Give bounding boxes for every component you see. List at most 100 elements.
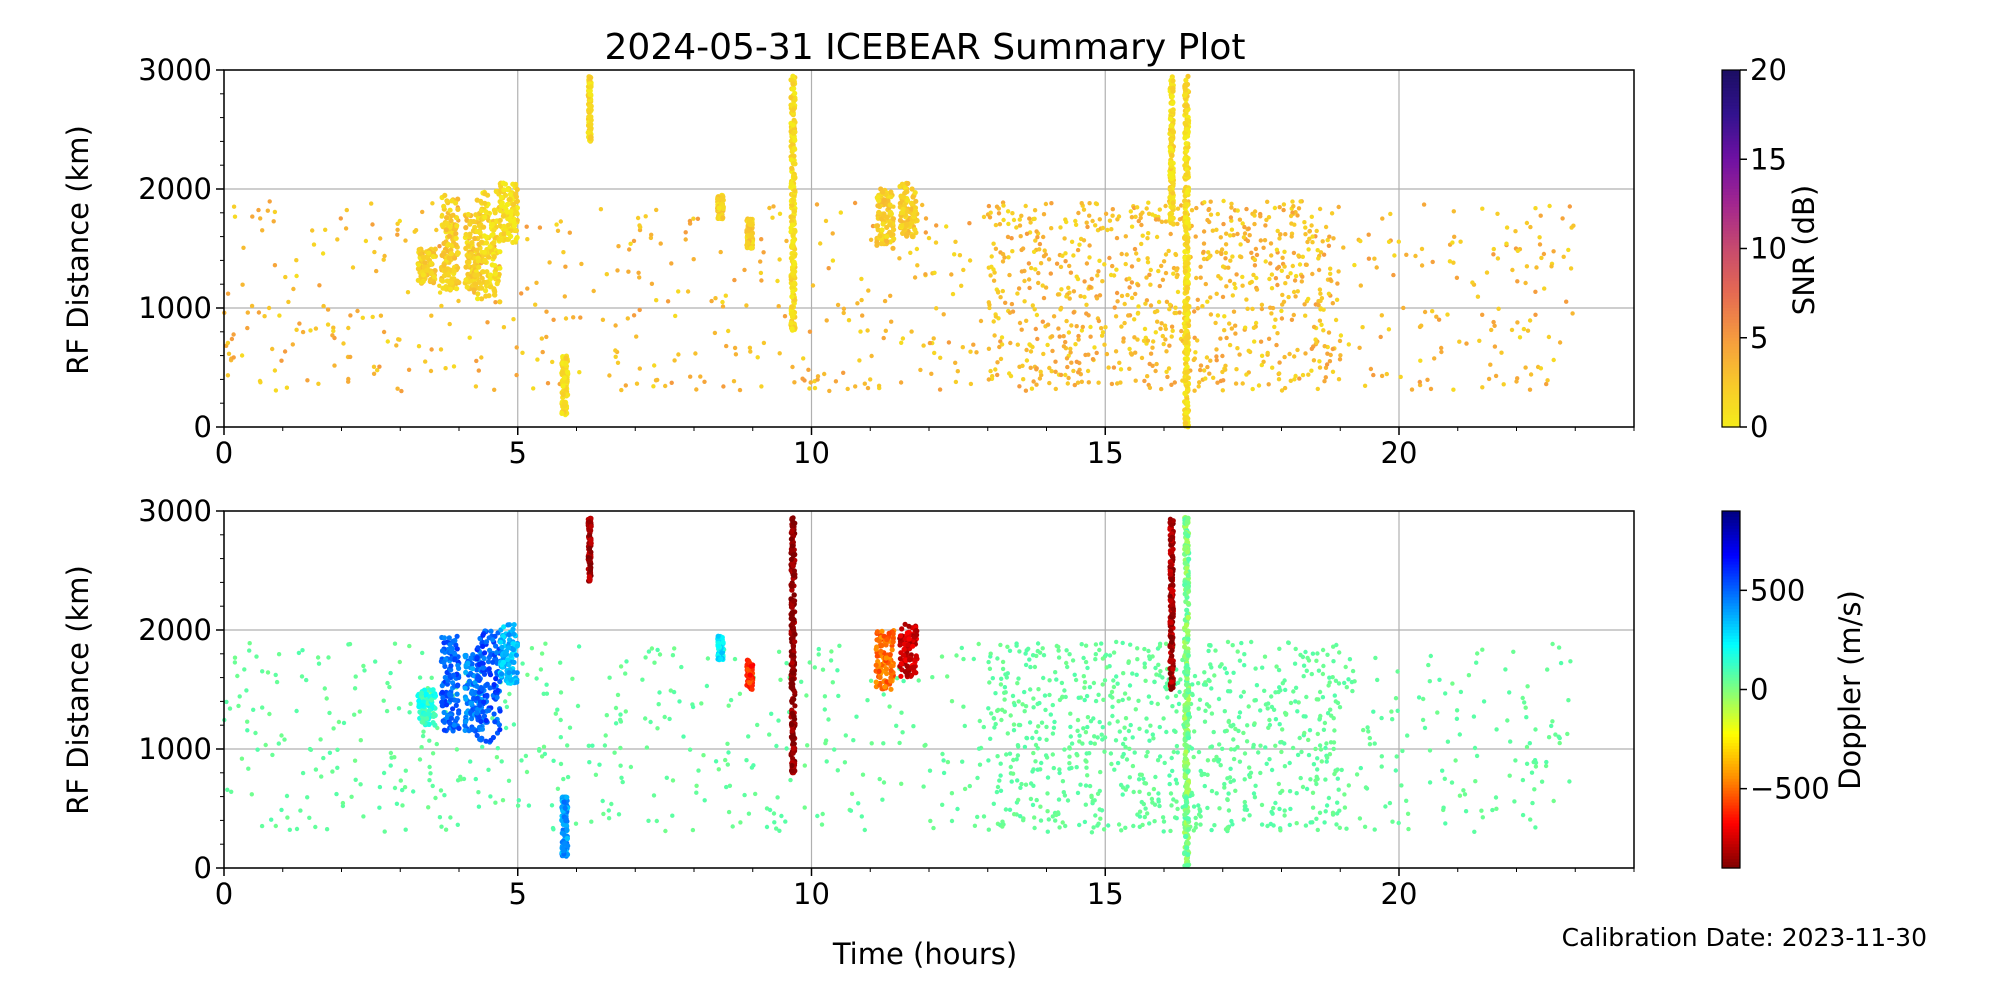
scatter-point [1280,255,1285,260]
scatter-point [602,743,608,748]
scatter-point [229,789,234,794]
scatter-point [804,693,809,698]
scatter-point [1260,665,1265,670]
scatter-point [1206,250,1211,255]
scatter-point [1274,342,1279,348]
scatter-point [807,660,812,665]
scatter-point [1223,256,1228,261]
scatter-point [1530,800,1535,806]
scatter-point [1159,219,1165,224]
scatter-point [1091,680,1097,686]
scatter-point [1233,331,1238,336]
scatter-point [1004,752,1009,757]
scatter-point [1084,765,1089,770]
scatter-point [544,334,549,340]
scatter-point [1231,670,1236,675]
scatter-point [1106,365,1111,370]
scatter-point [998,761,1003,766]
scatter-point [1064,660,1069,666]
scatter-point [791,208,797,214]
scatter-point [1157,754,1163,759]
scatter-point [833,379,839,384]
scatter-point [838,210,843,215]
scatter-point [589,819,594,824]
scatter-point [790,198,796,204]
scatter-point [325,307,331,312]
scatter-point [1051,765,1057,771]
scatter-point [881,741,886,746]
scatter-point [1047,380,1052,386]
scatter-point [643,655,648,660]
scatter-point [1524,715,1529,720]
scatter-point [1064,318,1069,324]
scatter-point [921,784,926,789]
scatter-point [927,340,933,346]
scatter-point [1067,761,1072,766]
scatter-point [1427,780,1433,785]
scatter-point [1105,227,1110,233]
scatter-point [1023,651,1028,656]
scatter-point [876,209,882,215]
scatter-point [1259,362,1265,368]
scatter-point [1063,251,1068,256]
scatter-point [1534,265,1539,270]
scatter-point [1161,716,1166,721]
scatter-point [1316,697,1321,702]
scatter-point [447,321,452,327]
echo-cluster [438,633,462,734]
scatter-point [471,263,477,269]
scatter-point [1148,282,1153,287]
scatter-point [1056,648,1061,653]
scatter-point [900,230,906,236]
scatter-point [1124,252,1129,257]
scatter-point [341,720,347,726]
scatter-point [669,261,674,266]
scatter-point [1566,247,1571,253]
scatter-point [1185,311,1191,317]
scatter-point [479,285,485,291]
scatter-point [1237,658,1243,663]
scatter-point [1183,172,1189,178]
scatter-point [473,776,478,782]
scatter-point [551,827,556,832]
scatter-point [1480,647,1485,652]
scatter-point [1202,200,1207,205]
scatter-point [835,668,840,673]
scatter-point [1094,296,1100,301]
scatter-point [1034,797,1039,803]
scatter-point [1547,203,1552,209]
scatter-point [1065,381,1071,386]
scatter-point [1305,655,1310,661]
scatter-point [1439,345,1444,351]
scatter-point [1327,359,1333,364]
scatter-point [613,354,618,359]
scatter-point [503,725,509,731]
scatter-point [1073,218,1078,224]
scatter-point [1296,253,1301,258]
scatter-point [1115,719,1120,724]
scatter-point [1303,823,1309,828]
scatter-point [1169,334,1174,339]
scatter-point [922,743,927,748]
scatter-point [1295,289,1301,294]
y-tick-label: 1000 [138,291,212,325]
scatter-point [587,103,594,109]
scatter-point [1295,709,1300,714]
scatter-point [790,238,797,244]
scatter-point [1231,737,1236,742]
scatter-point [1251,745,1256,750]
scatter-point [1020,246,1026,251]
scatter-point [1193,234,1198,239]
scatter-point [1103,211,1109,216]
scatter-point [1524,264,1530,269]
scatter-point [1454,708,1460,713]
scatter-point [1103,652,1109,657]
scatter-point [1096,318,1102,324]
scatter-point [1274,664,1279,669]
scatter-point [347,641,353,647]
scatter-point [491,287,497,293]
scatter-point [1231,309,1237,314]
scatter-point [1005,209,1011,214]
scatter-point [1109,689,1115,695]
scatter-point [1011,757,1016,763]
